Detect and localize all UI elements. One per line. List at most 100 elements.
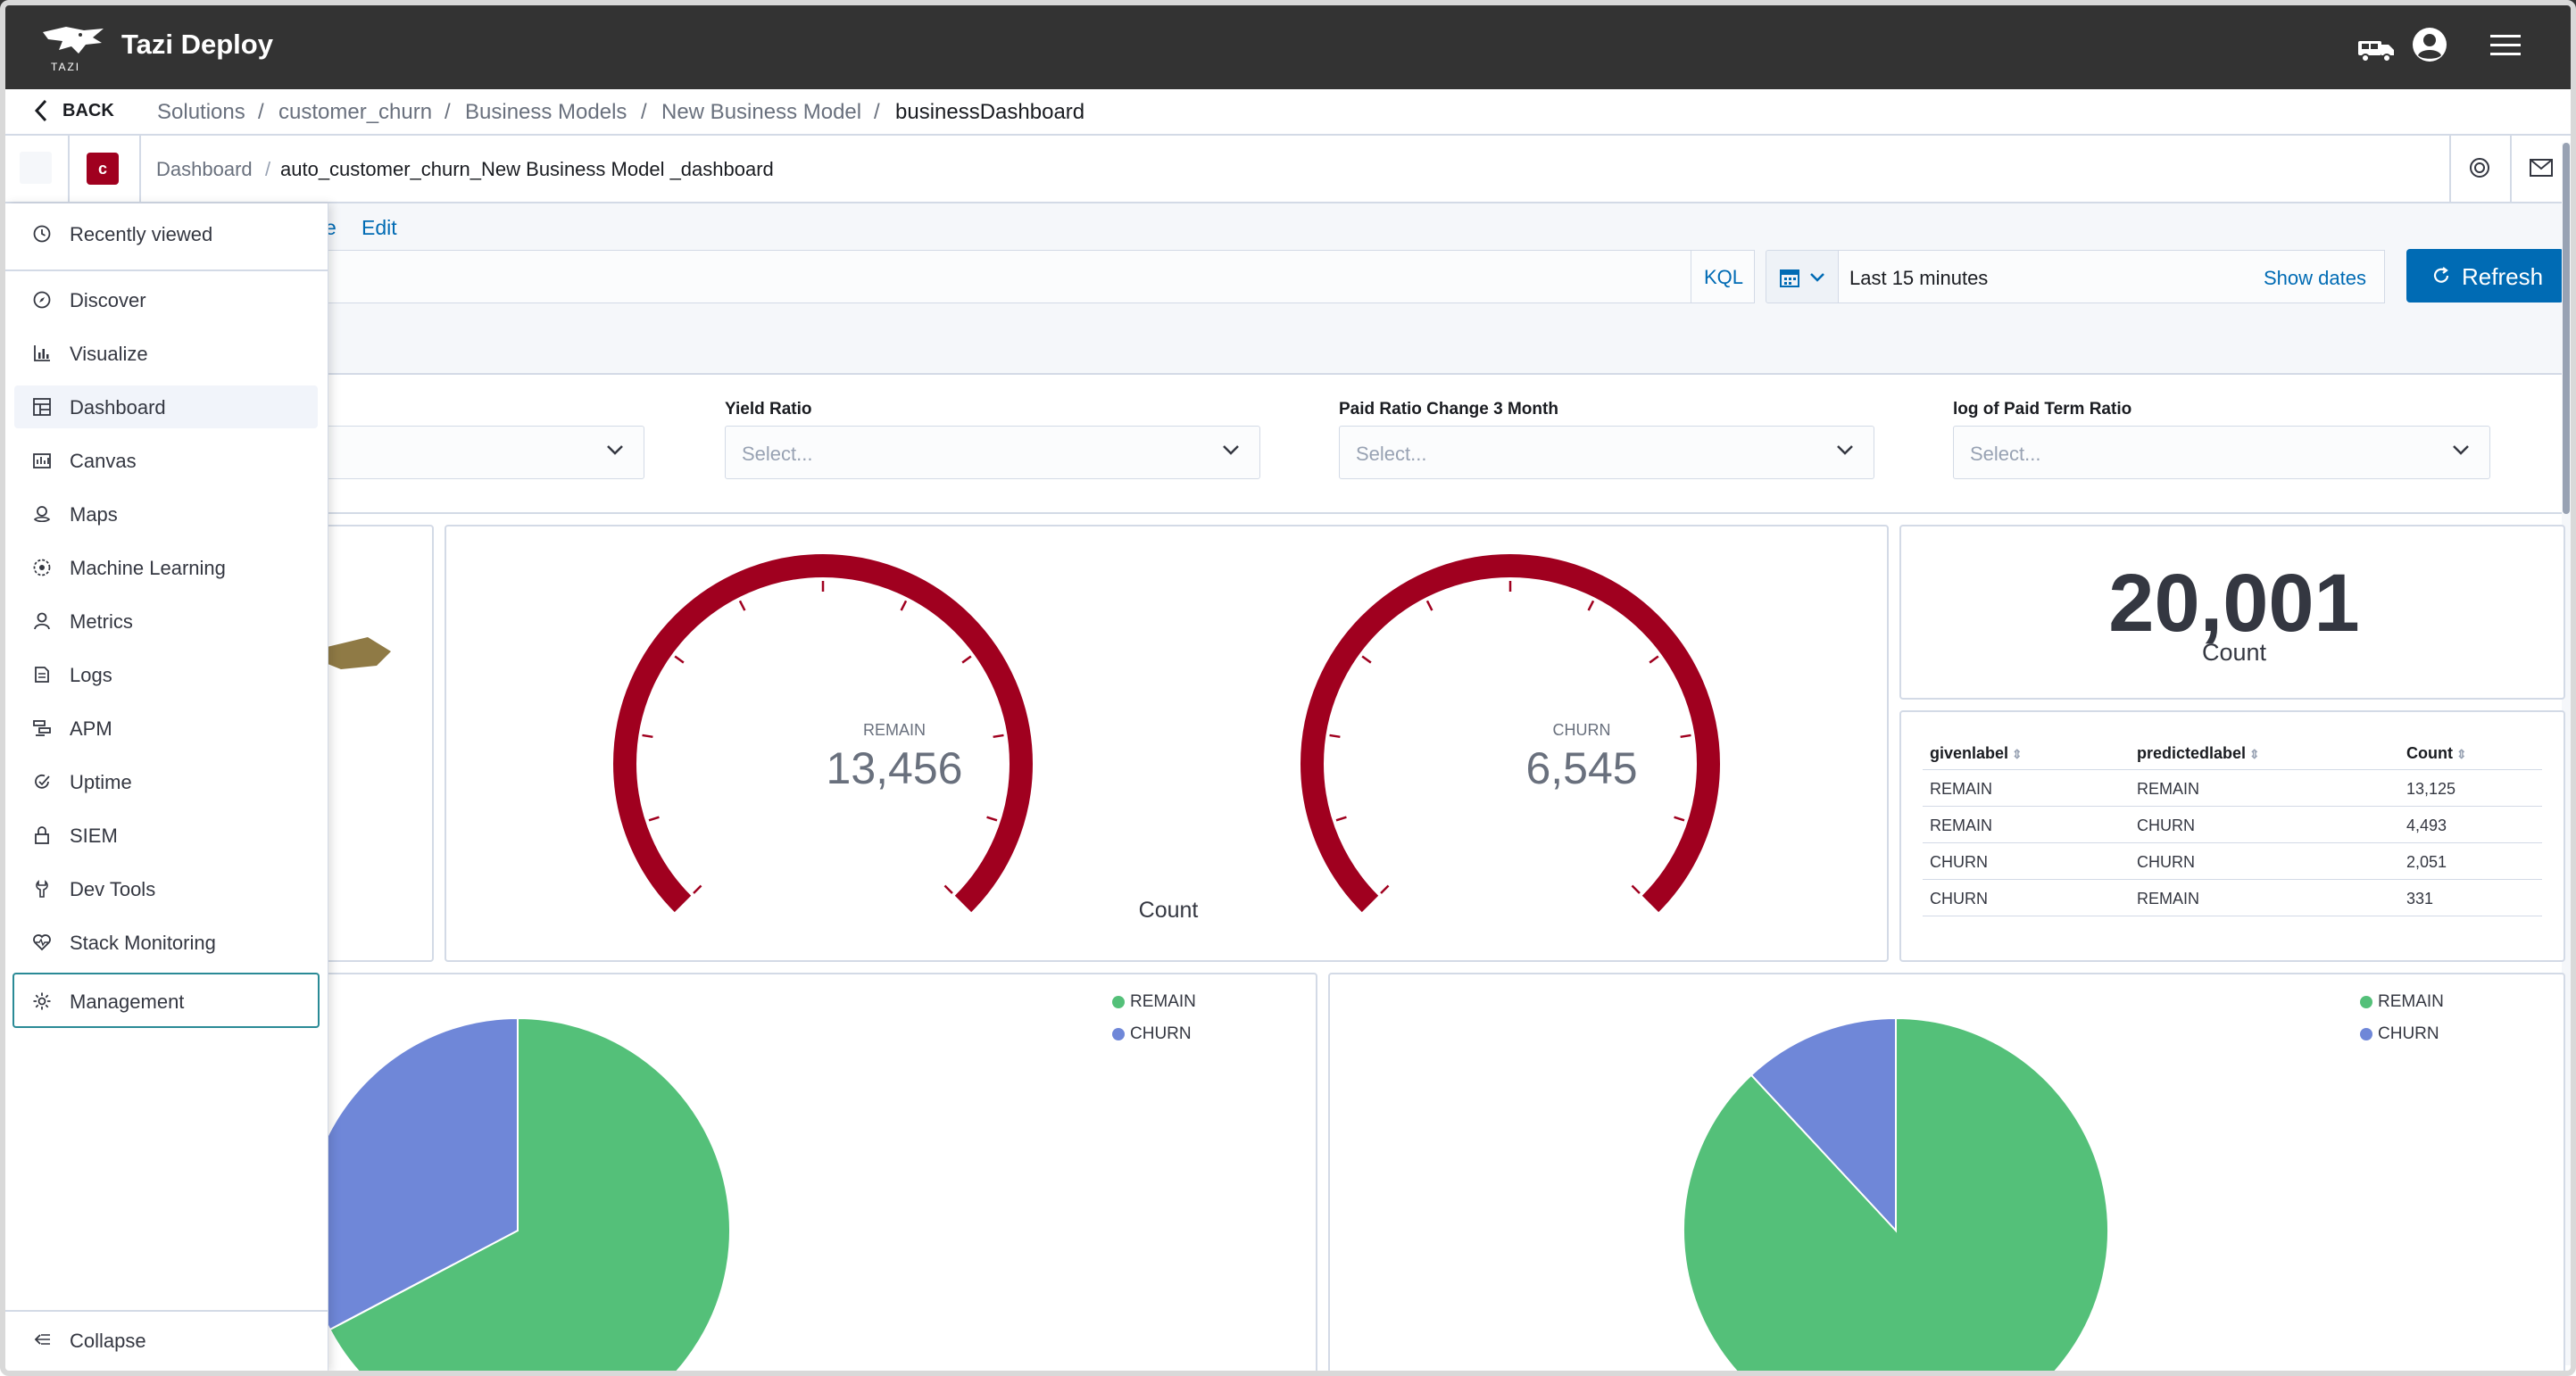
kibana-crumb-current: auto_customer_churn_New Business Model _… — [280, 158, 774, 180]
quick-menu-button[interactable] — [1766, 250, 1839, 303]
query-input[interactable] — [321, 250, 1755, 303]
space-avatar[interactable]: c — [87, 153, 119, 185]
heartbeat-icon — [33, 934, 51, 951]
nav-item-dev-tools[interactable]: Dev Tools — [14, 867, 318, 910]
calendar-icon — [1780, 269, 1799, 287]
compass-icon — [33, 291, 51, 309]
pie-slice-remain[interactable] — [328, 1016, 731, 1374]
visualize-icon — [34, 345, 50, 361]
hamburger-menu-icon[interactable] — [2489, 32, 2522, 59]
gauge-arc — [1300, 554, 1720, 913]
nav-item-visualize[interactable]: Visualize — [14, 332, 318, 375]
gauge-churn — [1300, 554, 1720, 913]
nav-item-discover[interactable]: Discover — [14, 278, 318, 321]
gauge-tick — [943, 884, 953, 894]
legend-label-remain[interactable]: REMAIN — [2378, 992, 2444, 1011]
table-header-givenlabel[interactable]: givenlabel ⇕ — [1930, 744, 2023, 763]
nav-item-siem[interactable]: SIEM — [14, 814, 318, 857]
refresh-button[interactable]: Refresh — [2406, 249, 2564, 303]
tazi-logo-icon — [43, 27, 104, 54]
legend-swatch-churn — [1112, 1028, 1125, 1040]
edit-link[interactable]: Edit — [361, 216, 397, 239]
legend-label-remain[interactable]: REMAIN — [1130, 992, 1196, 1011]
back-button[interactable]: BACK — [62, 101, 114, 120]
logo-subtext: TAZI — [51, 61, 81, 73]
nav-item-logs[interactable]: Logs — [14, 653, 318, 696]
kibana-crumb-dashboard[interactable]: Dashboard — [156, 158, 253, 180]
breadcrumb-item-solutions[interactable]: Solutions — [157, 100, 245, 124]
breadcrumb-separator: / — [258, 100, 264, 124]
app-title[interactable]: Tazi Deploy — [121, 29, 273, 60]
table-cell: REMAIN — [2137, 780, 2200, 798]
nav-item-maps[interactable]: Maps — [14, 493, 318, 535]
nav-item-metrics[interactable]: Metrics — [14, 600, 318, 642]
pie-panel-left: REMAIN CHURN — [303, 973, 1317, 1374]
pie-slice-churn[interactable] — [1749, 1016, 1897, 1233]
breadcrumb-item-customer-churn[interactable]: customer_churn — [278, 100, 433, 124]
table-header-count[interactable]: Count ⇕ — [2406, 744, 2467, 763]
apm-icon — [33, 720, 51, 736]
kql-toggle[interactable]: KQL — [1691, 250, 1755, 303]
help-lifebuoy-icon[interactable] — [2469, 157, 2490, 178]
nav-item-management[interactable]: Management — [12, 973, 320, 1028]
nav-item-canvas[interactable]: Canvas — [14, 439, 318, 482]
yield-ratio-select[interactable]: Select... — [725, 426, 1260, 479]
breadcrumb-item-new-business-model[interactable]: New Business Model — [661, 100, 862, 124]
canvas-icon — [33, 453, 51, 468]
clock-icon — [33, 225, 51, 243]
gauge-tick — [1335, 816, 1347, 822]
nav-toggle-button[interactable] — [20, 152, 52, 184]
back-chevron-icon[interactable] — [32, 98, 50, 123]
map-region-shape — [323, 637, 391, 669]
nav-item-machine-learning[interactable]: Machine Learning — [14, 546, 318, 589]
paid-ratio-change-select[interactable]: Select... — [1339, 426, 1874, 479]
breadcrumb-bar — [0, 89, 2576, 136]
ml-icon — [33, 559, 51, 576]
kibana-header — [0, 136, 2576, 203]
nav-item-dashboard[interactable]: Dashboard — [14, 385, 318, 428]
gauge-tick — [1361, 655, 1372, 664]
nav-item-apm[interactable]: APM — [14, 707, 318, 750]
table-cell: 331 — [2406, 890, 2434, 908]
nav-item-label: Maps — [70, 503, 118, 526]
gauge-value-churn: 6,545 — [1525, 743, 1638, 793]
table-cell: CHURN — [1930, 853, 1988, 871]
gauge-tick — [1631, 884, 1641, 894]
gauge-tick — [900, 600, 908, 611]
breadcrumb-separator: / — [641, 100, 647, 124]
mail-icon[interactable] — [2530, 159, 2553, 177]
nav-item-stack-monitoring[interactable]: Stack Monitoring — [14, 921, 318, 964]
scrollbar-thumb[interactable] — [2563, 143, 2570, 514]
gauge-tick — [1425, 600, 1433, 611]
collapse-button[interactable]: Collapse — [14, 1319, 318, 1362]
metrics-icon — [34, 612, 50, 630]
header-divider — [68, 136, 70, 203]
nav-item-label: Dev Tools — [70, 878, 156, 900]
gauge-tick — [1674, 816, 1685, 822]
time-range-display[interactable]: Last 15 minutes Show dates — [1839, 250, 2385, 303]
nav-item-uptime[interactable]: Uptime — [14, 760, 318, 803]
log-paid-term-select[interactable]: Select... — [1953, 426, 2490, 479]
table-header-predictedlabel[interactable]: predictedlabel ⇕ — [2137, 744, 2260, 763]
legend-label-churn[interactable]: CHURN — [1130, 1024, 1192, 1043]
legend-label-churn[interactable]: CHURN — [2378, 1024, 2439, 1043]
truck-icon[interactable] — [2356, 36, 2396, 64]
table-cell: REMAIN — [1930, 780, 1993, 798]
control-label-yield-ratio: Yield Ratio — [725, 400, 812, 419]
table-cell: 13,125 — [2406, 780, 2456, 798]
table-panel: givenlabel ⇕ predictedlabel ⇕ Count ⇕ RE… — [1899, 710, 2565, 962]
sort-icon: ⇕ — [2452, 747, 2467, 761]
control-select-0[interactable] — [321, 426, 644, 479]
nav-item-label: Machine Learning — [70, 557, 226, 579]
scrollbar-track[interactable] — [2562, 143, 2571, 1365]
gear-icon — [33, 992, 51, 1010]
user-account-icon[interactable] — [2412, 27, 2447, 62]
table-cell: CHURN — [2137, 853, 2195, 871]
kql-label: KQL — [1704, 266, 1744, 288]
gauge-label-remain: REMAIN — [862, 721, 926, 739]
nav-item-recently-viewed[interactable]: Recently viewed — [14, 212, 318, 255]
gauge-panel: REMAIN 13,456 CHURN 6,545 Count — [445, 525, 1889, 962]
show-dates-link[interactable]: Show dates — [2264, 267, 2366, 289]
breadcrumb-item-business-models[interactable]: Business Models — [465, 100, 627, 124]
refresh-icon — [2433, 267, 2449, 283]
